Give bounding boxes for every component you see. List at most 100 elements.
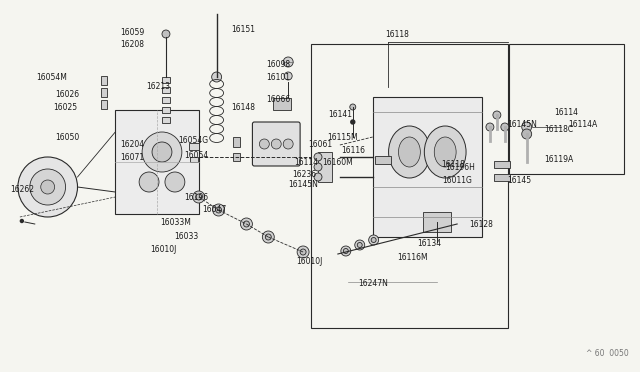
Text: 16118: 16118 — [385, 29, 410, 38]
Bar — [374, 156, 390, 164]
Text: 16054M: 16054M — [36, 73, 68, 81]
Text: 16114A: 16114A — [568, 119, 598, 128]
Text: 16134: 16134 — [417, 240, 442, 248]
Ellipse shape — [399, 137, 420, 167]
Circle shape — [196, 194, 202, 200]
Text: 16196: 16196 — [184, 192, 209, 202]
Circle shape — [212, 204, 225, 216]
Text: 16128: 16128 — [469, 219, 493, 228]
Text: 16236: 16236 — [292, 170, 316, 179]
Circle shape — [501, 123, 509, 131]
Text: 16054G: 16054G — [179, 135, 209, 144]
Text: 16066: 16066 — [266, 94, 291, 103]
Text: 16116M: 16116M — [397, 253, 428, 262]
Circle shape — [351, 120, 355, 124]
Circle shape — [30, 169, 65, 205]
Text: 16033: 16033 — [175, 231, 199, 241]
Circle shape — [357, 243, 362, 247]
Text: 16033M: 16033M — [160, 218, 191, 227]
Bar — [232, 137, 241, 147]
Bar — [162, 107, 170, 113]
Circle shape — [241, 218, 252, 230]
Bar — [162, 97, 170, 103]
Circle shape — [297, 246, 309, 258]
Text: 16010J: 16010J — [296, 257, 323, 266]
Bar — [509, 44, 624, 174]
Circle shape — [165, 172, 185, 192]
Circle shape — [314, 153, 322, 161]
Text: 16025: 16025 — [53, 103, 77, 112]
Bar — [101, 76, 108, 84]
Bar — [101, 87, 108, 96]
Circle shape — [493, 111, 501, 119]
FancyBboxPatch shape — [252, 122, 300, 166]
Text: 16119A: 16119A — [545, 154, 574, 164]
Bar — [273, 98, 291, 110]
Circle shape — [341, 246, 351, 256]
Circle shape — [284, 72, 292, 80]
Bar — [101, 99, 108, 109]
Circle shape — [216, 207, 221, 213]
Text: 16061: 16061 — [308, 140, 332, 148]
Circle shape — [522, 122, 532, 132]
Text: 16247N: 16247N — [358, 279, 388, 289]
Text: 16054: 16054 — [184, 151, 209, 160]
Circle shape — [139, 172, 159, 192]
Text: 16118: 16118 — [441, 160, 465, 169]
Bar — [494, 173, 510, 180]
Bar — [317, 152, 332, 182]
Circle shape — [20, 219, 23, 222]
Text: 16196H: 16196H — [445, 163, 475, 171]
FancyBboxPatch shape — [372, 97, 482, 237]
Circle shape — [369, 235, 379, 245]
Text: 16011G: 16011G — [442, 176, 472, 185]
Bar — [162, 77, 170, 83]
Circle shape — [18, 157, 77, 217]
Circle shape — [266, 234, 271, 240]
Circle shape — [262, 231, 275, 243]
Circle shape — [522, 129, 532, 139]
Bar — [311, 44, 508, 328]
Circle shape — [271, 139, 281, 149]
Circle shape — [142, 132, 182, 172]
Ellipse shape — [424, 126, 466, 178]
Text: 16047: 16047 — [202, 205, 227, 214]
Circle shape — [259, 139, 269, 149]
Circle shape — [162, 30, 170, 38]
Bar — [423, 212, 451, 232]
Text: 16204: 16204 — [120, 140, 144, 148]
Ellipse shape — [388, 126, 430, 178]
Text: 16145N: 16145N — [507, 119, 536, 128]
Bar — [494, 160, 510, 167]
Circle shape — [343, 248, 348, 253]
Text: 16208: 16208 — [120, 39, 144, 48]
Text: 16026: 16026 — [56, 90, 79, 99]
Circle shape — [284, 139, 293, 149]
Text: ^ 60  0050: ^ 60 0050 — [586, 350, 629, 359]
Text: 16148: 16148 — [232, 103, 255, 112]
Text: 16262: 16262 — [10, 185, 34, 193]
Ellipse shape — [435, 137, 456, 167]
Text: 16160M: 16160M — [322, 157, 353, 167]
Text: 16101: 16101 — [266, 73, 291, 81]
Text: 16145: 16145 — [507, 176, 531, 185]
Circle shape — [486, 123, 494, 131]
Text: 16071: 16071 — [120, 153, 144, 161]
Bar — [162, 117, 170, 123]
Circle shape — [300, 249, 306, 255]
Circle shape — [314, 173, 322, 181]
Text: 16114: 16114 — [554, 108, 579, 116]
Bar — [189, 142, 199, 150]
Circle shape — [243, 221, 250, 227]
Text: 16059: 16059 — [120, 28, 144, 36]
Circle shape — [355, 240, 365, 250]
Circle shape — [212, 72, 221, 82]
Text: 16151: 16151 — [232, 25, 255, 33]
Text: 16116: 16116 — [342, 145, 365, 154]
Text: 16114: 16114 — [294, 157, 318, 167]
Circle shape — [371, 237, 376, 243]
Text: 16050: 16050 — [55, 132, 79, 141]
Bar — [190, 157, 198, 161]
Text: 16010J: 16010J — [150, 246, 177, 254]
Circle shape — [152, 142, 172, 162]
